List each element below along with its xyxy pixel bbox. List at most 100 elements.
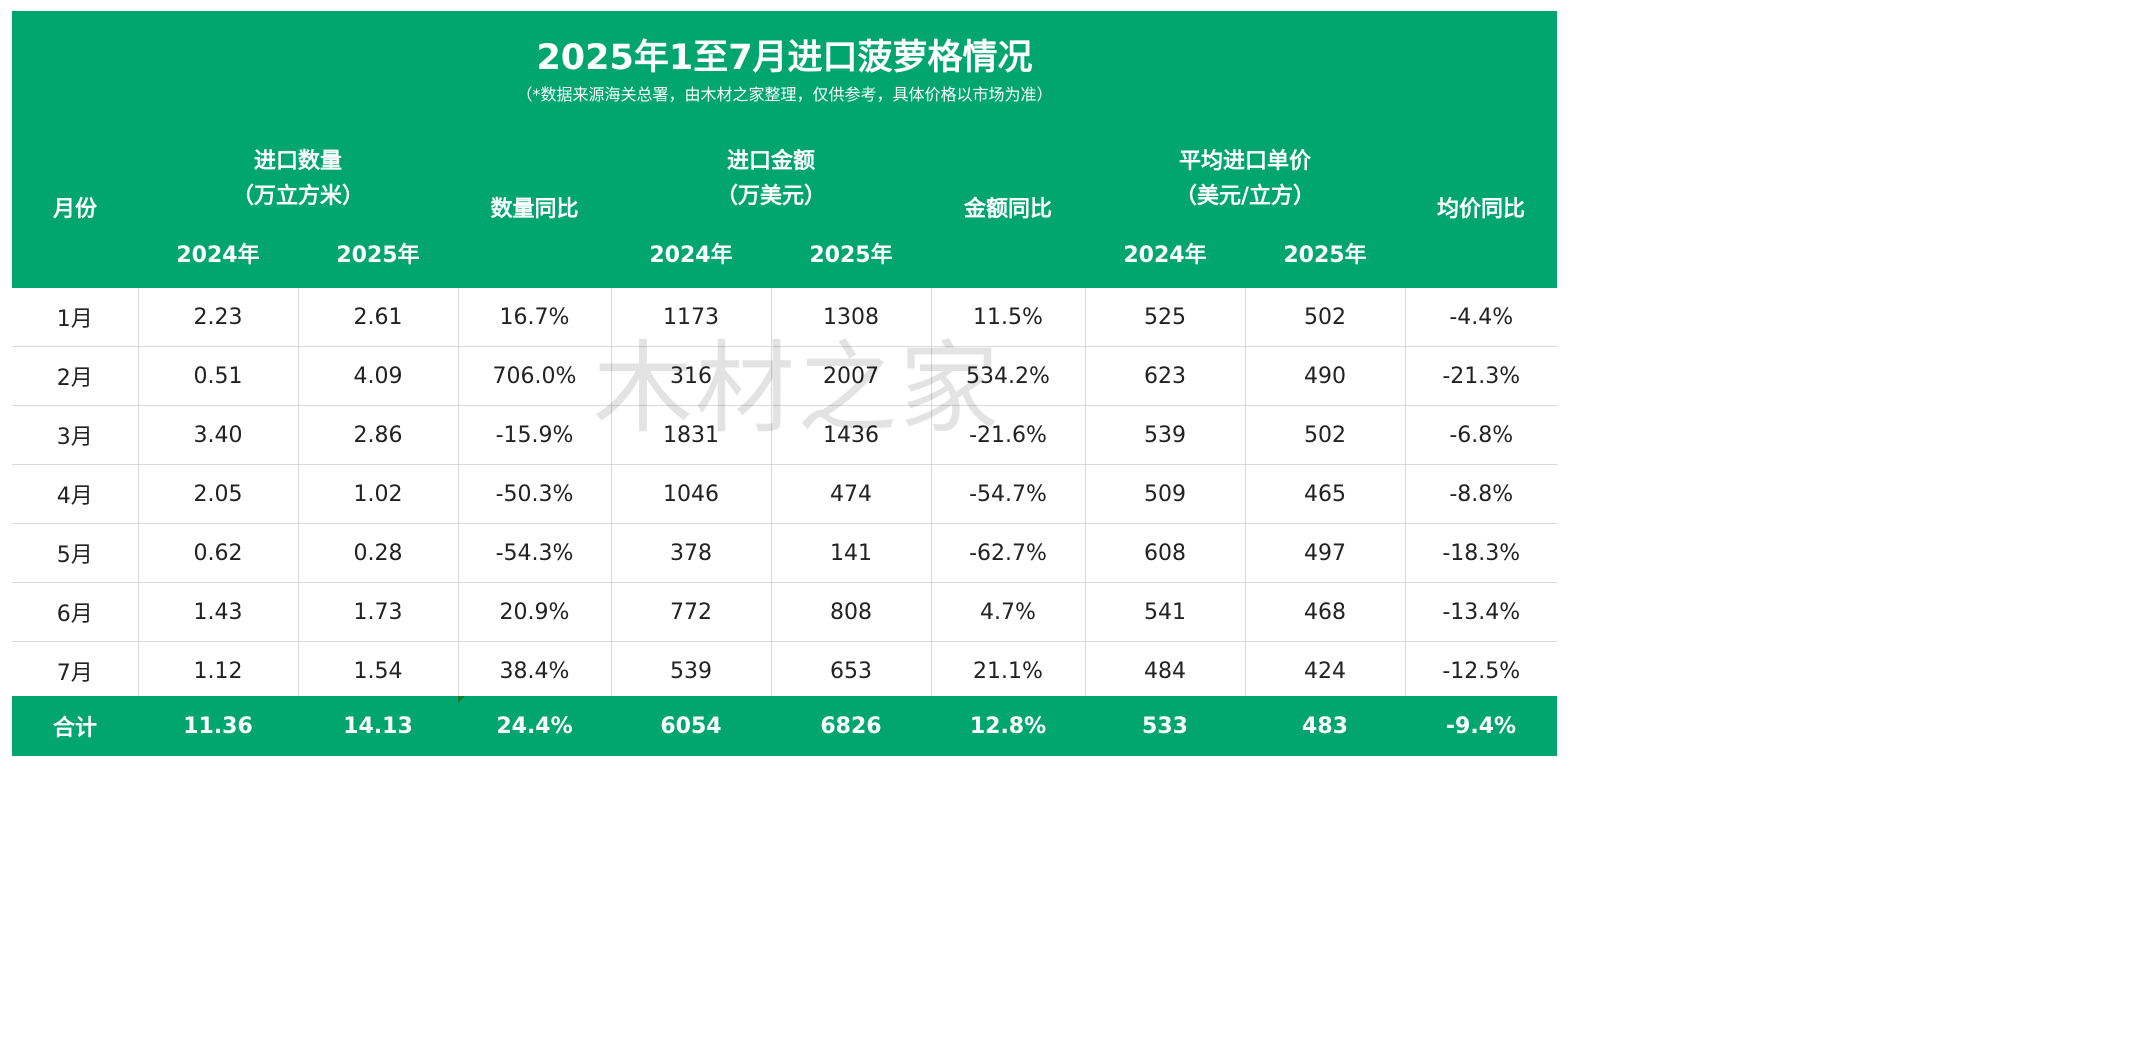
price-yoy-cell: -12.5%	[1405, 641, 1557, 701]
total-table: 合计 11.36 14.13 24.4% 6054 6826 12.8% 533…	[12, 696, 1557, 756]
amt-2025-cell: 1308	[771, 288, 932, 347]
header-qty-title: 进口数量	[253, 149, 342, 174]
header-price-unit: （美元/立方）	[1174, 184, 1316, 209]
qty-yoy-cell: 16.7%	[458, 288, 612, 347]
amt-yoy-cell: -62.7%	[931, 523, 1086, 583]
price-2024-cell: 484	[1085, 641, 1246, 701]
amt-yoy-cell: -54.7%	[931, 464, 1086, 524]
amt-2024-cell: 1831	[611, 405, 772, 465]
header-qty-group: 进口数量 （万立方米）	[138, 144, 458, 214]
amt-2024-cell: 316	[611, 346, 772, 406]
amt-yoy-cell: 11.5%	[931, 288, 1086, 347]
amt-2024-cell: 772	[611, 582, 772, 642]
total-qty-2024: 11.36	[183, 713, 253, 739]
month-cell: 2月	[12, 346, 139, 406]
month-cell: 4月	[12, 464, 139, 524]
header-qty-yoy: 数量同比	[490, 197, 579, 222]
table-header: 2025年1至7月进口菠萝格情况 （*数据来源海关总署，由木材之家整理，仅供参考…	[12, 11, 1557, 288]
qty-2025-cell: 1.54	[298, 641, 459, 701]
amt-yoy-cell: 534.2%	[931, 346, 1086, 406]
price-yoy-cell: -18.3%	[1405, 523, 1557, 583]
price-yoy-cell: -4.4%	[1405, 288, 1557, 347]
data-rows: 1月 2.23 2.61 16.7% 1173 1308 11.5% 525 502 -4.4% 2…	[12, 288, 1557, 701]
price-2024-cell: 525	[1085, 288, 1246, 347]
price-2025-cell: 497	[1245, 523, 1406, 583]
amt-2025-cell: 808	[771, 582, 932, 642]
header-price-yoy: 均价同比	[1436, 197, 1525, 222]
amt-2024-cell: 539	[611, 641, 772, 701]
qty-2025-cell: 0.28	[298, 523, 459, 583]
header-amt-unit: （万美元）	[715, 184, 826, 209]
amt-2025-cell: 141	[771, 523, 932, 583]
qty-yoy-cell: 38.4%	[458, 641, 612, 701]
table-row: 5月 0.62 0.28 -54.3% 378 141 -62.7% 608 497 -18.3%	[12, 523, 1557, 583]
price-2024-cell: 539	[1085, 405, 1246, 465]
amt-yoy-cell: 21.1%	[931, 641, 1086, 701]
table-row: 7月 1.12 1.54 38.4% 539 653 21.1% 484 424 -12.5%	[12, 641, 1557, 701]
qty-2025-cell: 2.61	[298, 288, 459, 347]
header-price-title: 平均进口单价	[1178, 149, 1311, 174]
table-row: 6月 1.43 1.73 20.9% 772 808 4.7% 541 468 -13.4%	[12, 582, 1557, 642]
price-2024-cell: 541	[1085, 582, 1246, 642]
header-amt-title: 进口金额	[726, 149, 815, 174]
qty-2025-cell: 1.02	[298, 464, 459, 524]
total-price-2024: 533	[1142, 713, 1188, 739]
header-amt-group: 进口金额 （万美元）	[611, 144, 931, 214]
table-row: 2月 0.51 4.09 706.0% 316 2007 534.2% 623 490 -21.3…	[12, 346, 1557, 406]
price-2025-cell: 424	[1245, 641, 1406, 701]
price-yoy-cell: -21.3%	[1405, 346, 1557, 406]
month-cell: 1月	[12, 288, 139, 347]
price-2025-cell: 502	[1245, 288, 1406, 347]
month-cell: 5月	[12, 523, 139, 583]
header-amt-yoy: 金额同比	[963, 197, 1052, 222]
amt-2025-cell: 653	[771, 641, 932, 701]
price-2025-cell: 502	[1245, 405, 1406, 465]
price-2024-cell: 623	[1085, 346, 1246, 406]
header-amt-2024: 2024年	[649, 243, 733, 268]
table-row: 4月 2.05 1.02 -50.3% 1046 474 -54.7% 509 465 -8.8%	[12, 464, 1557, 524]
qty-2024-cell: 3.40	[138, 405, 299, 465]
amt-2024-cell: 1046	[611, 464, 772, 524]
price-yoy-cell: -8.8%	[1405, 464, 1557, 524]
header-price-2024: 2024年	[1123, 243, 1207, 268]
total-price-yoy: -9.4%	[1445, 713, 1517, 739]
qty-yoy-cell: -15.9%	[458, 405, 612, 465]
month-cell: 3月	[12, 405, 139, 465]
amt-2025-cell: 1436	[771, 405, 932, 465]
qty-2025-cell: 1.73	[298, 582, 459, 642]
qty-2024-cell: 1.12	[138, 641, 299, 701]
import-table-sheet: 2025年1至7月进口菠萝格情况 （*数据来源海关总署，由木材之家整理，仅供参考…	[12, 11, 1557, 756]
qty-2024-cell: 1.43	[138, 582, 299, 642]
page-title: 2025年1至7月进口菠萝格情况	[536, 38, 1033, 78]
qty-yoy-cell: -54.3%	[458, 523, 612, 583]
header-amt-2025: 2025年	[809, 243, 893, 268]
table-row: 3月 3.40 2.86 -15.9% 1831 1436 -21.6% 539 502 -6.8…	[12, 405, 1557, 465]
total-price-2025: 483	[1302, 713, 1348, 739]
qty-yoy-cell: 706.0%	[458, 346, 612, 406]
price-yoy-cell: -6.8%	[1405, 405, 1557, 465]
qty-2024-cell: 2.05	[138, 464, 299, 524]
amt-2024-cell: 378	[611, 523, 772, 583]
header-qty-unit: （万立方米）	[231, 184, 364, 209]
qty-2024-cell: 2.23	[138, 288, 299, 347]
price-2025-cell: 465	[1245, 464, 1406, 524]
data-table: 1月 2.23 2.61 16.7% 1173 1308 11.5% 525 502 -4.4% 2…	[12, 288, 1557, 701]
qty-2025-cell: 2.86	[298, 405, 459, 465]
amt-yoy-cell: 4.7%	[931, 582, 1086, 642]
amt-yoy-cell: -21.6%	[931, 405, 1086, 465]
qty-2024-cell: 0.51	[138, 346, 299, 406]
header-price-group: 平均进口单价 （美元/立方）	[1085, 144, 1405, 214]
qty-2025-cell: 4.09	[298, 346, 459, 406]
page-subtitle: （*数据来源海关总署，由木材之家整理，仅供参考，具体价格以市场为准）	[516, 85, 1053, 104]
total-label: 合计	[52, 716, 97, 741]
total-table-row: 合计 11.36 14.13 24.4% 6054 6826 12.8% 533…	[12, 696, 1557, 756]
table-row: 1月 2.23 2.61 16.7% 1173 1308 11.5% 525 502 -4.4%	[12, 288, 1557, 347]
total-amt-2025: 6826	[820, 713, 882, 739]
total-qty-2025: 14.13	[343, 713, 413, 739]
total-row: 合计 11.36 14.13 24.4% 6054 6826 12.8% 533…	[12, 696, 1557, 756]
qty-yoy-cell: -50.3%	[458, 464, 612, 524]
price-2024-cell: 509	[1085, 464, 1246, 524]
amt-2025-cell: 474	[771, 464, 932, 524]
amt-2025-cell: 2007	[771, 346, 932, 406]
cell-comment-marker	[458, 696, 465, 703]
